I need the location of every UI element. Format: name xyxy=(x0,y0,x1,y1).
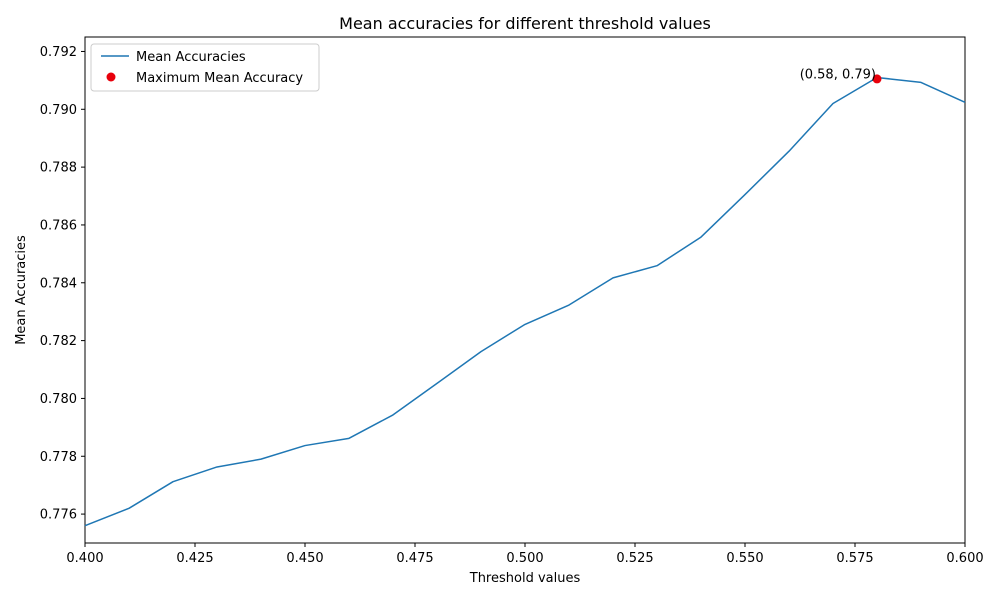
legend-label-maximum-mean-accuracy: Maximum Mean Accuracy xyxy=(136,71,303,86)
x-tick-label: 0.600 xyxy=(946,551,983,566)
x-tick-label: 0.525 xyxy=(616,551,653,566)
y-tick-label: 0.780 xyxy=(40,392,77,407)
x-tick-label: 0.475 xyxy=(396,551,433,566)
y-axis-label: Mean Accuracies xyxy=(14,235,29,345)
y-tick-label: 0.778 xyxy=(40,450,77,465)
x-axis-label: Threshold values xyxy=(469,571,581,586)
y-tick-label: 0.788 xyxy=(40,161,77,176)
annotation-layer: (0.58, 0.79) xyxy=(800,67,876,82)
y-tick-label: 0.792 xyxy=(40,45,77,60)
y-tick-label: 0.776 xyxy=(40,508,77,523)
series-layer xyxy=(84,74,966,527)
y-axis: 0.776 0.778 0.780 0.782 0.784 0.786 0.788 0.790… xyxy=(40,45,85,523)
y-tick-label: 0.784 xyxy=(40,276,77,291)
legend-marker-swatch xyxy=(106,72,116,82)
chart-title: Mean accuracies for different threshold … xyxy=(339,14,711,33)
x-tick-label: 0.500 xyxy=(506,551,543,566)
x-tick-label: 0.575 xyxy=(836,551,873,566)
max-point-annotation: (0.58, 0.79) xyxy=(800,67,876,82)
x-tick-label: 0.400 xyxy=(66,551,103,566)
x-tick-label: 0.450 xyxy=(286,551,323,566)
legend-label-mean-accuracies: Mean Accuracies xyxy=(136,50,246,65)
legend: Mean Accuracies Maximum Mean Accuracy xyxy=(90,43,320,92)
y-tick-label: 0.786 xyxy=(40,218,77,233)
legend-frame xyxy=(90,43,320,92)
series-line-mean-accuracies xyxy=(84,76,966,527)
scatter-point-maximum-mean-accuracy xyxy=(872,74,882,84)
x-axis: 0.400 0.425 0.450 0.475 0.500 0.525 0.550 0.575… xyxy=(66,543,984,566)
y-tick-label: 0.790 xyxy=(40,103,77,118)
x-tick-label: 0.425 xyxy=(176,551,213,566)
x-tick-label: 0.550 xyxy=(726,551,763,566)
y-tick-label: 0.782 xyxy=(40,334,77,349)
